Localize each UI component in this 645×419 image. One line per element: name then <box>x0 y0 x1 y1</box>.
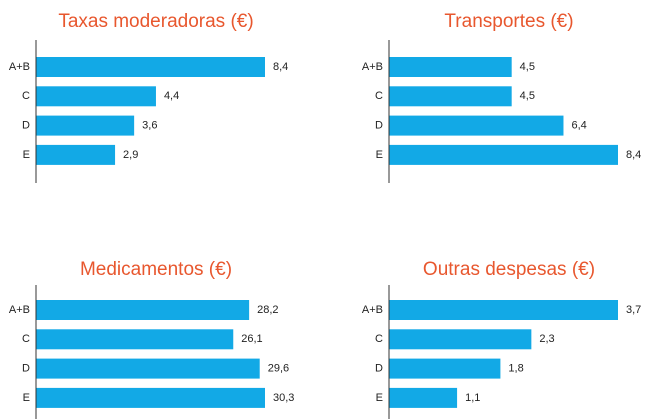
bar <box>36 300 250 320</box>
category-label: A+B <box>9 304 30 316</box>
bar <box>389 115 564 136</box>
category-label: A+B <box>9 61 30 73</box>
category-label: C <box>375 333 383 345</box>
value-label: 8,4 <box>273 61 288 73</box>
category-label: C <box>375 90 383 102</box>
value-label: 3,7 <box>626 304 641 316</box>
bar <box>389 300 618 320</box>
value-label: 28,2 <box>257 304 278 316</box>
value-label: 8,4 <box>626 149 641 161</box>
value-label: 4,5 <box>520 61 535 73</box>
value-label: 30,3 <box>273 392 294 404</box>
category-label: A+B <box>362 304 383 316</box>
bar <box>36 115 135 136</box>
chart-title: Medicamentos (€) <box>80 259 232 280</box>
category-label: C <box>22 333 30 345</box>
category-label: A+B <box>362 61 383 73</box>
category-label: D <box>22 120 30 132</box>
category-label: D <box>375 120 383 132</box>
value-label: 3,6 <box>142 120 157 132</box>
bar <box>36 144 116 165</box>
category-label: C <box>22 90 30 102</box>
bar <box>36 329 234 350</box>
bar <box>36 387 265 408</box>
value-label: 29,6 <box>268 363 289 375</box>
bar <box>36 57 265 77</box>
bar <box>36 86 156 107</box>
value-label: 1,8 <box>508 363 523 375</box>
chart-title: Taxas moderadoras (€) <box>58 11 253 32</box>
chart-title: Outras despesas (€) <box>423 259 595 280</box>
chart-title: Transportes (€) <box>444 11 573 32</box>
value-label: 6,4 <box>571 120 586 132</box>
value-label: 26,1 <box>241 333 262 345</box>
category-label: D <box>375 363 383 375</box>
bar <box>389 358 501 379</box>
bar <box>389 57 512 77</box>
bar <box>389 86 512 107</box>
value-label: 2,3 <box>539 333 554 345</box>
bar <box>389 387 458 408</box>
category-label: D <box>22 363 30 375</box>
bar <box>389 144 618 165</box>
category-label: E <box>23 149 30 161</box>
category-label: E <box>376 149 383 161</box>
category-label: E <box>23 392 30 404</box>
value-label: 4,4 <box>164 90 179 102</box>
value-label: 1,1 <box>465 392 480 404</box>
bar <box>389 329 532 350</box>
value-label: 2,9 <box>123 149 138 161</box>
bar <box>36 358 260 379</box>
value-label: 4,5 <box>520 90 535 102</box>
category-label: E <box>376 392 383 404</box>
